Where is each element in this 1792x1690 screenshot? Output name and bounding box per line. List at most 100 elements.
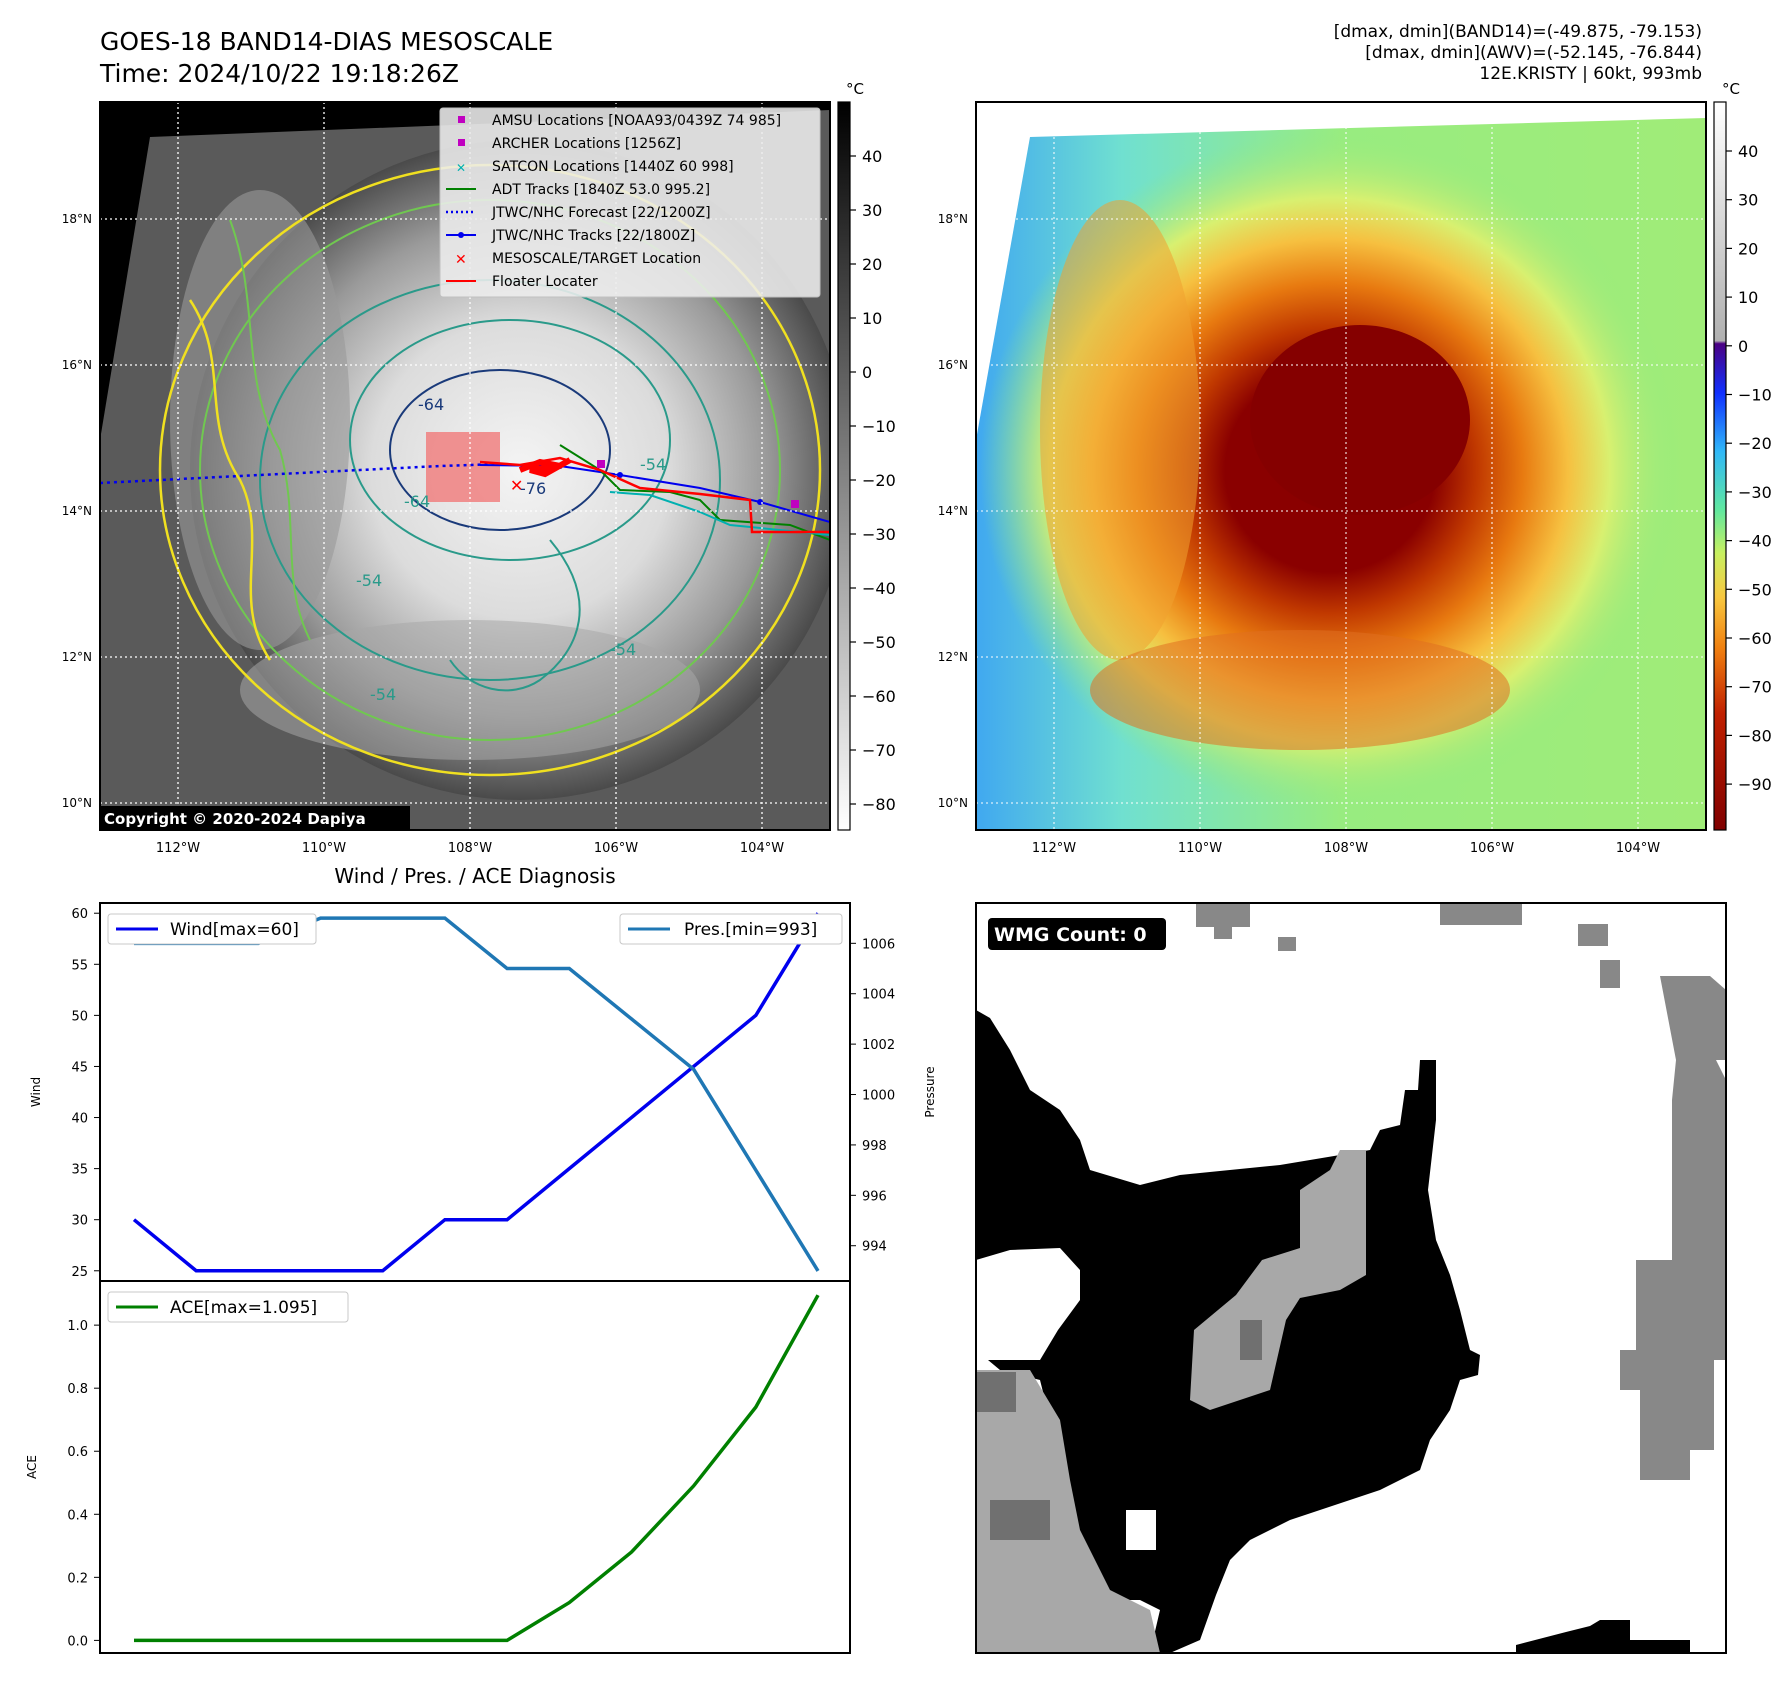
contour-label: -54 (370, 685, 396, 704)
left-colorbar: °C 40 30 20 10 0 −10 −20 −30 −40 −50 −60 −70 −80 (837, 80, 896, 831)
pressure-tick-label: 1002 (862, 1038, 895, 1053)
wmg-light-gray (1190, 1150, 1366, 1410)
wind-tick-label: 40 (71, 1112, 88, 1127)
legend-marker-target: ✕ (455, 252, 467, 268)
target-marker: ✕ (510, 476, 523, 495)
legend-marker-archer (458, 139, 465, 146)
contour-core (389, 369, 611, 531)
contour-label: -64 (418, 395, 444, 414)
range-awv: [dmax, dmin](AWV)=(-52.145, -76.844) (1365, 43, 1702, 63)
contour-band-w1 (188, 299, 272, 661)
satcon-track (609, 491, 830, 536)
pressure-legend: Pres.[min=993] (619, 913, 843, 945)
colorbar-color (1713, 101, 1727, 831)
colorbar-tick-label: −50 (1738, 580, 1772, 599)
colorbar-tick-label: 10 (862, 309, 882, 328)
contour-label: -54 (610, 640, 636, 659)
colorbar-tick-label: −20 (1738, 434, 1772, 453)
wmg-dark-gray (976, 1372, 1016, 1412)
wind-tick-label: 45 (71, 1060, 88, 1075)
colorbar-tick-label: 30 (862, 201, 882, 220)
pressure-tick-label: 1006 (862, 937, 895, 952)
floater-locater-cluster (518, 457, 572, 478)
wmg-gray-strip (1620, 976, 1726, 1480)
lat-tick: 10°N (938, 796, 968, 810)
forecast-track (100, 462, 501, 485)
wmg-gray-patch (1440, 903, 1522, 925)
figure-title: GOES-18 BAND14-DIAS MESOSCALE (100, 27, 554, 56)
colorbar-tick-label: 20 (862, 255, 882, 274)
pressure-tick-label: 994 (862, 1240, 887, 1255)
legend-marker-amsu (458, 116, 465, 123)
pressure-axis-label: Pressure (923, 1066, 937, 1117)
left-map-frame (99, 101, 831, 831)
jtwc-point (617, 472, 623, 478)
wmg-count-box (988, 918, 1166, 950)
legend-label: JTWC/NHC Tracks [22/1800Z] (491, 228, 695, 244)
legend-label: MESOSCALE/TARGET Location (492, 251, 701, 267)
colorbar-tick-label: −50 (862, 633, 896, 652)
wind-tick-label: 50 (71, 1009, 88, 1024)
contour-4 (349, 319, 671, 561)
legend-label: Floater Locater (492, 274, 598, 290)
lat-tick: 14°N (938, 504, 968, 518)
lat-tick: 12°N (62, 650, 92, 664)
rainband-west (170, 190, 350, 650)
right-map-lat-ticks: 18°N 16°N 14°N 12°N 10°N (938, 212, 968, 810)
ace-legend: ACE[max=1.095] (107, 1291, 349, 1323)
ace-tick-label: 1.0 (67, 1319, 88, 1334)
colorbar-tick-label: −70 (1738, 678, 1772, 697)
wind-tick-label: 60 (71, 907, 88, 922)
right-map-lon-ticks: 112°W 110°W 108°W 106°W 104°W (1032, 841, 1660, 856)
rainband-field-s (1090, 630, 1510, 750)
colorbar-unit: °C (1722, 80, 1740, 98)
figure-time: Time: 2024/10/22 19:18:26Z (100, 59, 459, 88)
legend-label: ADT Tracks [1840Z 53.0 995.2] (492, 182, 710, 198)
left-map-lon-ticks: 112°W 110°W 108°W 106°W 104°W (156, 841, 784, 856)
ace-tick-label: 0.4 (67, 1508, 88, 1523)
colorbar-tick-label: 40 (1738, 142, 1758, 161)
colorbar-ticks: 40 30 20 10 0 −10 −20 −30 −40 −50 −60 −70 −80 (850, 147, 896, 814)
wmg-count-label: WMG Count: 0 (994, 924, 1147, 946)
contour-label: -64 (404, 492, 430, 511)
ace-tick-label: 0.2 (67, 1571, 88, 1586)
colorbar-tick-label: 30 (1738, 191, 1758, 210)
lat-tick: 18°N (62, 212, 92, 226)
ace-tick-label: 0.8 (67, 1382, 88, 1397)
ace-tick-label: 0.0 (67, 1634, 88, 1649)
colorbar-tick-label: −40 (1738, 532, 1772, 551)
ace-layer: 0.0 0.2 0.4 0.6 0.8 1.0 (67, 1294, 820, 1649)
lat-tick: 16°N (62, 358, 92, 372)
colorbar-tick-label: −70 (862, 741, 896, 760)
ace-axis-label: ACE (25, 1455, 39, 1479)
colorbar-tick-label: −40 (862, 579, 896, 598)
left-map: ✕ -64 -64 -54 -54 (62, 101, 831, 856)
wmg-dark-gray (1240, 1320, 1262, 1360)
ace-axes (99, 1280, 851, 1654)
legend-label: AMSU Locations [NOAA93/0439Z 74 985] (492, 113, 781, 129)
legend-label: ARCHER Locations [1256Z] (492, 136, 681, 152)
colorbar-tick-label: 10 (1738, 288, 1758, 307)
contour-label: -54 (356, 571, 382, 590)
colorbar-tick-label: 20 (1738, 239, 1758, 258)
ace-tick-label: 0.6 (67, 1445, 88, 1460)
pressure-tick-label: 996 (862, 1189, 887, 1204)
left-map-lat-ticks: 18°N 16°N 14°N 12°N 10°N (62, 212, 92, 810)
colorbar-tick-label: −90 (1738, 775, 1772, 794)
right-map-frame (975, 101, 1707, 831)
wind-tick-label: 25 (71, 1265, 88, 1280)
colorbar-tick-label: −60 (862, 687, 896, 706)
wind-tick-label: 35 (71, 1163, 88, 1178)
wind-legend-label: Wind[max=60] (170, 920, 299, 940)
lon-tick: 112°W (1032, 841, 1076, 856)
storm-info: 12E.KRISTY | 60kt, 993mb (1479, 64, 1702, 84)
colorbar-tick-label: −30 (862, 525, 896, 544)
legend-label: JTWC/NHC Forecast [22/1200Z] (491, 205, 711, 221)
contour-band-w2 (229, 219, 311, 641)
legend-label: SATCON Locations [1440Z 60 998] (492, 159, 734, 175)
colorbar-tick-label: −20 (862, 471, 896, 490)
map-legend: AMSU Locations [NOAA93/0439Z 74 985] ARC… (439, 107, 821, 298)
colorbar-gray (837, 101, 851, 831)
wmg-gray-bottom (976, 1370, 1160, 1653)
wind-legend: Wind[max=60] (107, 913, 317, 945)
